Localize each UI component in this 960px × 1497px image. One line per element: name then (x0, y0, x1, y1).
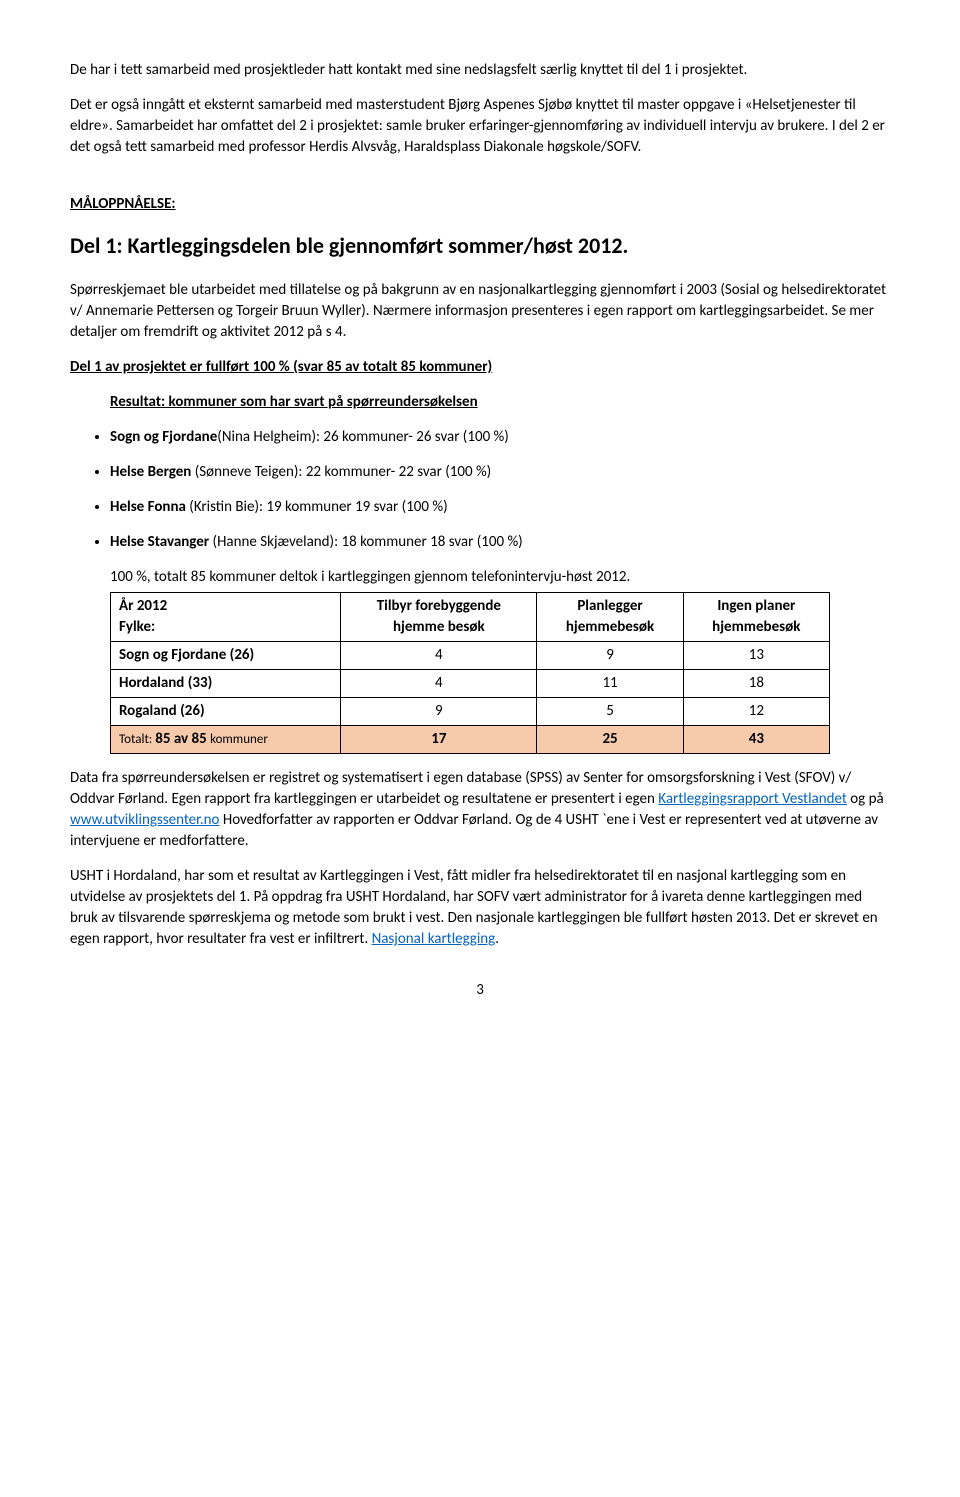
table-row: Hordaland (33) 4 11 18 (111, 669, 830, 697)
subheading-del1-fullfort: Del 1 av prosjektet er fullført 100 % (s… (70, 357, 890, 378)
list-item: Helse Bergen (Sønneve Teigen): 22 kommun… (110, 462, 890, 483)
table-header: Ingen planerhjemmebesøk (683, 592, 829, 641)
paragraph: De har i tett samarbeid med prosjektlede… (70, 60, 890, 81)
subheading-resultat: Resultat: kommuner som har svart på spør… (110, 392, 890, 413)
paragraph: Det er også inngått et eksternt samarbei… (70, 95, 890, 158)
page-number: 3 (70, 980, 890, 1001)
list-item: Helse Stavanger (Hanne Skjæveland): 18 k… (110, 532, 890, 553)
link-nasjonal-kartlegging[interactable]: Nasjonal kartlegging (372, 930, 496, 948)
table-total-label: Totalt: 85 av 85 kommuner (111, 725, 341, 753)
paragraph: Spørreskjemaet ble utarbeidet med tillat… (70, 280, 890, 343)
paragraph: Data fra spørreundersøkelsen er registre… (70, 768, 890, 852)
table-total-row: Totalt: 85 av 85 kommuner 17 25 43 (111, 725, 830, 753)
table-intro: 100 %, totalt 85 kommuner deltok i kartl… (110, 567, 890, 588)
section-heading-maloppnaelse: MÅLOPPNÅELSE: (70, 194, 890, 215)
heading-del1: Del 1: Kartleggingsdelen ble gjennomført… (70, 231, 890, 262)
table-header: Planleggerhjemmebesøk (537, 592, 683, 641)
table-header-row: År 2012 Fylke: Tilbyr forebyggendehjemme… (111, 592, 830, 641)
list-item: Helse Fonna (Kristin Bie): 19 kommuner 1… (110, 497, 890, 518)
table-header: Tilbyr forebyggendehjemme besøk (341, 592, 537, 641)
table-row: Rogaland (26) 9 5 12 (111, 697, 830, 725)
table-header: År 2012 Fylke: (111, 592, 341, 641)
paragraph: USHT i Hordaland, har som et resultat av… (70, 866, 890, 950)
link-kartleggingsrapport[interactable]: Kartleggingsrapport Vestlandet (658, 790, 847, 808)
bullet-list: Sogn og Fjordane(Nina Helgheim): 26 komm… (70, 427, 890, 553)
table-row: Sogn og Fjordane (26) 4 9 13 (111, 641, 830, 669)
list-item: Sogn og Fjordane(Nina Helgheim): 26 komm… (110, 427, 890, 448)
link-utviklingssenter[interactable]: www.utviklingssenter.no (70, 811, 219, 829)
results-table: År 2012 Fylke: Tilbyr forebyggendehjemme… (110, 592, 830, 754)
